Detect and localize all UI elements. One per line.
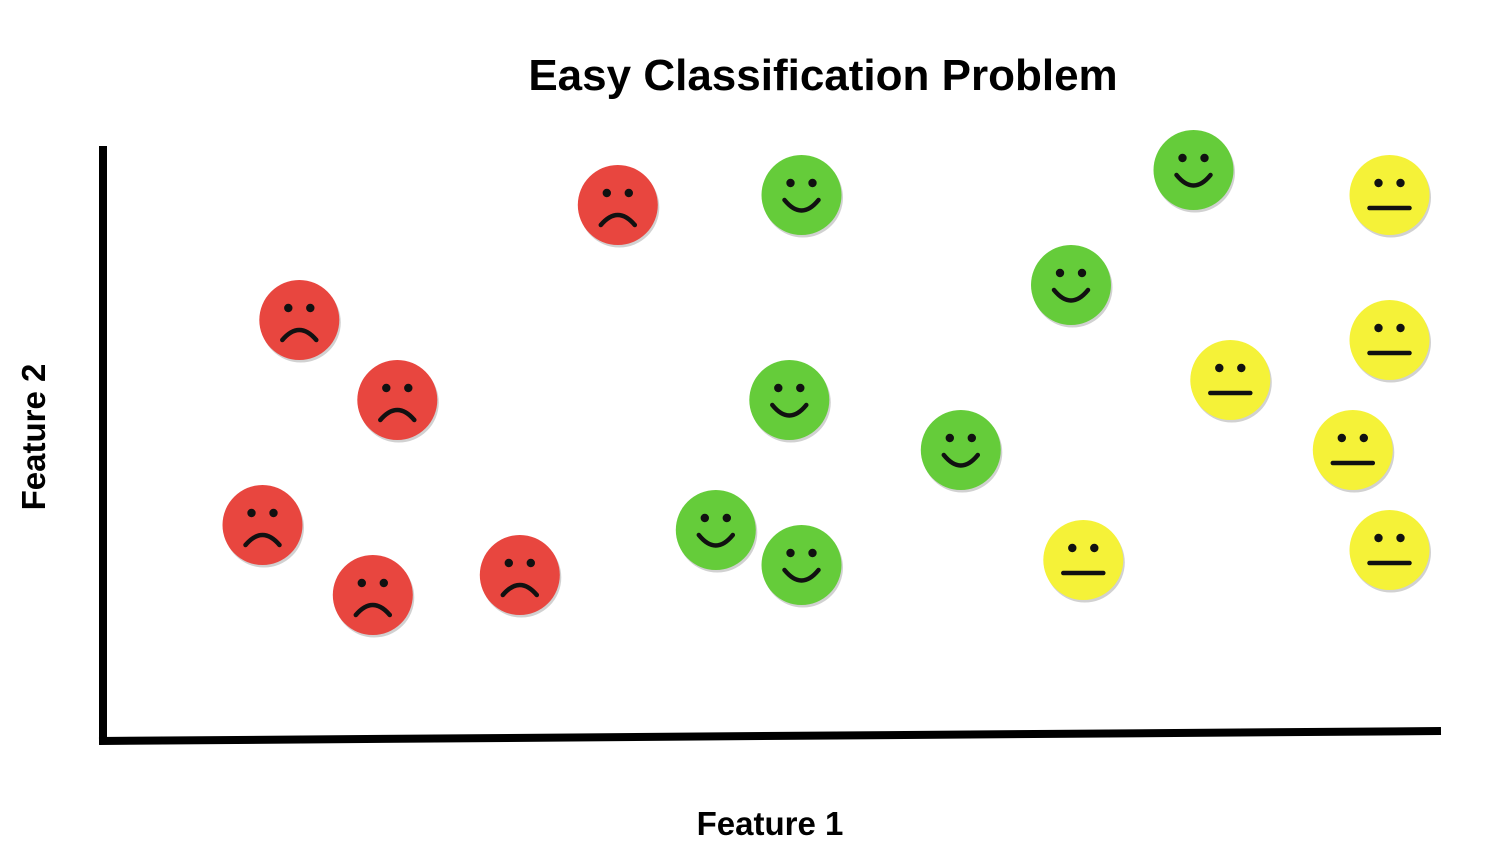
marker-eye-left	[1068, 543, 1077, 553]
marker-mouth	[1174, 172, 1213, 188]
marker-face	[222, 485, 303, 565]
marker-mouth	[770, 402, 809, 418]
marker-eye-left	[700, 513, 709, 523]
marker-eye-right	[404, 383, 413, 393]
marker-eye-right	[796, 383, 805, 393]
marker-eye-left	[786, 548, 795, 558]
marker-eye-left	[247, 508, 256, 518]
marker-mouth	[353, 602, 393, 618]
marker-face	[1349, 300, 1430, 380]
x-axis-line	[98, 727, 1442, 745]
marker-eye-left	[1374, 323, 1383, 333]
axes	[98, 146, 1442, 745]
marker-mouth	[1051, 287, 1091, 303]
marker-eye-right	[1396, 178, 1405, 188]
marker-eye-left	[945, 433, 954, 443]
happy-face-icon	[761, 155, 843, 238]
marker-eye-right	[624, 188, 633, 198]
marker-eye-right	[967, 433, 976, 443]
marker-mouth	[696, 532, 736, 548]
neutral-face-icon	[1349, 155, 1431, 238]
marker-eye-right	[1359, 433, 1368, 443]
neutral-face-icon	[1190, 340, 1272, 423]
marker-mouth	[941, 452, 981, 468]
marker-face	[1349, 510, 1430, 590]
chart-title: Easy Classification Problem	[528, 51, 1118, 100]
marker-face	[920, 410, 1001, 490]
marker-eye-left	[1337, 433, 1346, 443]
marker-face	[1190, 340, 1271, 420]
marker-mouth	[782, 197, 821, 213]
happy-face-icon	[675, 490, 758, 573]
marker-face	[332, 555, 413, 635]
marker-eye-right	[1090, 543, 1099, 553]
marker-face	[577, 165, 658, 245]
x-axis-label: Feature 1	[696, 805, 844, 842]
marker-eye-right	[808, 548, 817, 558]
marker-face	[675, 490, 756, 570]
marker-eye-left	[774, 383, 783, 393]
marker-mouth	[500, 582, 540, 598]
marker-eye-left	[357, 578, 366, 588]
marker-face	[259, 280, 340, 360]
marker-eye-right	[306, 303, 315, 313]
neutral-face-icon	[1349, 300, 1431, 383]
marker-eye-right	[526, 558, 535, 568]
marker-eye-right	[269, 508, 278, 518]
marker-mouth	[378, 407, 417, 423]
marker-face	[761, 155, 842, 235]
marker-mouth	[598, 212, 638, 228]
happy-face-icon	[749, 360, 831, 443]
marker-face	[761, 525, 842, 605]
marker-face	[749, 360, 830, 440]
marker-mouth	[782, 567, 821, 583]
marker-eye-right	[1077, 268, 1087, 278]
marker-mouth	[243, 532, 282, 548]
neutral-face-icon	[1349, 510, 1431, 593]
marker-eye-left	[1374, 533, 1383, 543]
neutral-face-icon	[1312, 410, 1395, 493]
marker-face	[1312, 410, 1393, 490]
marker-eye-left	[1055, 268, 1065, 278]
happy-face-icon	[1031, 245, 1113, 328]
marker-eye-right	[1396, 533, 1405, 543]
sad-face-icon	[222, 485, 304, 568]
marker-eye-left	[786, 178, 795, 188]
marker-eye-left	[602, 188, 611, 198]
marker-eye-left	[504, 558, 513, 568]
marker-face	[357, 360, 438, 440]
marker-face	[1349, 155, 1430, 235]
neutral-face-icon	[1043, 520, 1125, 603]
marker-eye-right	[722, 513, 731, 523]
sad-face-icon	[259, 280, 341, 363]
happy-face-icon	[761, 525, 843, 608]
sad-face-icon	[479, 535, 562, 618]
happy-face-icon	[920, 410, 1003, 493]
marker-eye-right	[1237, 363, 1246, 373]
marker-eye-right	[1200, 153, 1209, 163]
marker-eye-right	[1396, 323, 1405, 333]
marker-face	[1031, 245, 1111, 325]
marker-mouth	[280, 327, 319, 343]
sad-face-icon	[357, 360, 439, 443]
marker-face	[1153, 130, 1234, 210]
y-axis-label: Feature 2	[15, 363, 52, 511]
marker-eye-right	[808, 178, 817, 188]
marker-eye-left	[1374, 178, 1383, 188]
marker-face	[1043, 520, 1124, 600]
marker-eye-right	[379, 578, 388, 588]
marker-eye-left	[1178, 153, 1187, 163]
marker-eye-left	[284, 303, 293, 313]
sad-face-icon	[577, 165, 660, 248]
marker-face	[479, 535, 560, 615]
happy-face-icon	[1153, 130, 1235, 213]
data-points	[222, 130, 1431, 638]
marker-eye-left	[382, 383, 391, 393]
marker-eye-left	[1215, 363, 1224, 373]
sad-face-icon	[332, 555, 415, 638]
